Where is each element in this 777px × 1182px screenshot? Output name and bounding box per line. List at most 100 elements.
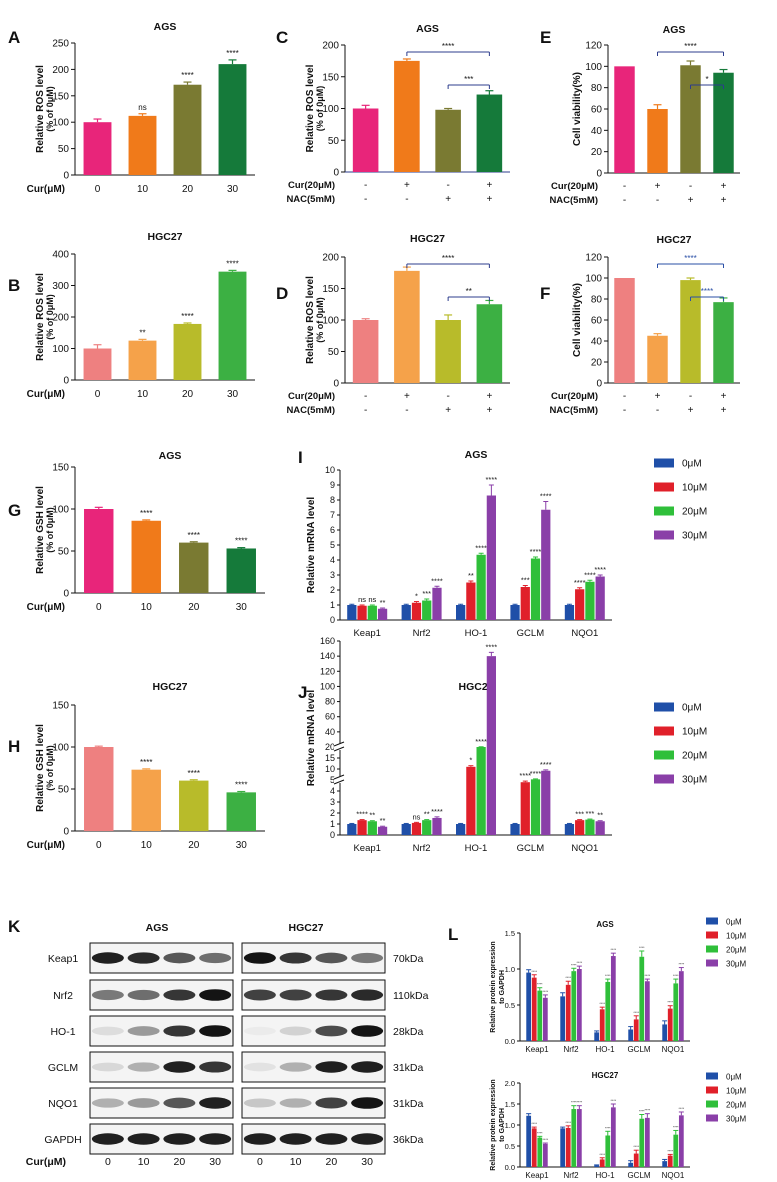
- bar: [541, 770, 551, 835]
- y-tick-label: 20: [591, 147, 603, 158]
- y-tick-label: 200: [52, 313, 69, 324]
- significance-label: ****: [571, 963, 577, 967]
- significance-label: ****: [235, 781, 247, 790]
- x-tick-label: 10: [137, 389, 149, 400]
- y-tick-label: 0: [596, 169, 602, 180]
- x-axis-label: Cur(μM): [27, 389, 65, 400]
- significance-label: ****: [537, 1131, 543, 1135]
- x-tick-label: GCLM: [517, 628, 545, 639]
- significance-label: *: [705, 75, 708, 84]
- bar: [520, 782, 530, 835]
- bar: [678, 1115, 684, 1167]
- bar: [486, 495, 496, 620]
- blot-band: [279, 1062, 312, 1072]
- significance-label: ****: [543, 990, 549, 994]
- bar: [422, 600, 432, 620]
- treatment-mark: +: [486, 180, 492, 191]
- significance-label: ****: [188, 531, 200, 540]
- y-tick-label: 4: [330, 786, 335, 796]
- blot-band: [91, 1133, 124, 1145]
- y-axis-label: Relative mRNA level: [306, 497, 317, 594]
- treatment-label: Cur(20μM): [551, 391, 598, 402]
- treatment-mark: -: [446, 180, 449, 191]
- significance-label: ****: [540, 492, 552, 501]
- bar: [560, 996, 566, 1041]
- y-tick-label: 150: [52, 701, 69, 712]
- bar: [537, 1137, 543, 1167]
- bar: [401, 824, 411, 835]
- treatment-mark: +: [655, 181, 661, 192]
- bar: [173, 84, 202, 175]
- significance-label: ***: [464, 75, 473, 84]
- significance-label: ****: [442, 42, 454, 51]
- significance-label: ****: [531, 970, 537, 974]
- significance-label: **: [597, 811, 603, 820]
- y-tick-label: 40: [591, 126, 603, 137]
- y-tick-label: 20: [591, 358, 603, 369]
- bar: [226, 792, 256, 831]
- significance-label: ****: [577, 1101, 583, 1105]
- significance-label: **: [468, 571, 474, 580]
- treatment-mark: -: [689, 181, 692, 192]
- y-tick-label: 400: [52, 250, 69, 261]
- bar: [531, 1128, 537, 1167]
- y-tick-label: 60: [325, 712, 335, 722]
- treatment-mark: -: [364, 391, 367, 402]
- significance-label: ****: [181, 71, 193, 80]
- bar: [131, 520, 161, 593]
- blot-band: [163, 1025, 196, 1037]
- bar: [526, 972, 532, 1041]
- axis-break: [333, 779, 345, 785]
- y-tick-label: 15: [325, 753, 335, 763]
- significance-label: ns: [413, 812, 421, 821]
- x-tick-label: Keap1: [353, 628, 380, 639]
- bar: [673, 1134, 679, 1167]
- blot-band: [243, 1026, 276, 1036]
- treatment-mark: +: [404, 180, 410, 191]
- blot-group-label: AGS: [146, 922, 169, 934]
- panel-letter: L: [448, 925, 458, 944]
- bar: [83, 348, 112, 380]
- chart-title: AGS: [465, 449, 488, 461]
- bar: [541, 509, 551, 620]
- x-tick-label: 20: [182, 389, 194, 400]
- treatment-mark: -: [623, 195, 626, 206]
- bar: [614, 278, 635, 383]
- panel-letter: H: [8, 737, 20, 756]
- y-axis-label: (% of 0μM): [45, 745, 55, 791]
- blot-band: [163, 1097, 196, 1109]
- panel-D: HGC27 Relative ROS level (% of 0μM) 0 50 100 1…: [286, 233, 510, 416]
- x-tick-label: NQO1: [571, 628, 598, 639]
- y-tick-label: 150: [322, 72, 339, 83]
- legend-label: 10μM: [682, 727, 707, 738]
- molecular-weight-label: 70kDa: [393, 953, 424, 965]
- treatment-mark: +: [688, 195, 694, 206]
- y-tick-label: 2.0: [505, 1079, 515, 1088]
- bar: [537, 990, 543, 1041]
- bar: [476, 304, 503, 383]
- y-tick-label: 0: [330, 615, 335, 625]
- y-axis-label: (% of 0μM): [315, 297, 325, 343]
- y-tick-label: 200: [52, 65, 69, 76]
- legend-swatch: [654, 482, 674, 492]
- bar: [352, 320, 379, 383]
- significance-label: ****: [530, 769, 542, 778]
- bar: [575, 820, 585, 835]
- dose-value: 0: [257, 1156, 263, 1168]
- y-tick-label: 100: [52, 743, 69, 754]
- blot-band: [127, 1133, 160, 1145]
- y-tick-label: 1: [330, 819, 335, 829]
- significance-label: ****: [565, 976, 571, 980]
- blot-band: [91, 1026, 124, 1036]
- legend-label: 20μM: [682, 751, 707, 762]
- y-tick-label: 0: [63, 827, 69, 838]
- bar: [639, 956, 645, 1041]
- molecular-weight-label: 36kDa: [393, 1134, 424, 1146]
- significance-label: ****: [684, 42, 696, 51]
- y-tick-label: 0: [63, 171, 69, 182]
- bar: [476, 554, 486, 620]
- treatment-mark: -: [656, 405, 659, 416]
- bar: [179, 780, 209, 831]
- significance-label: ****: [611, 948, 617, 952]
